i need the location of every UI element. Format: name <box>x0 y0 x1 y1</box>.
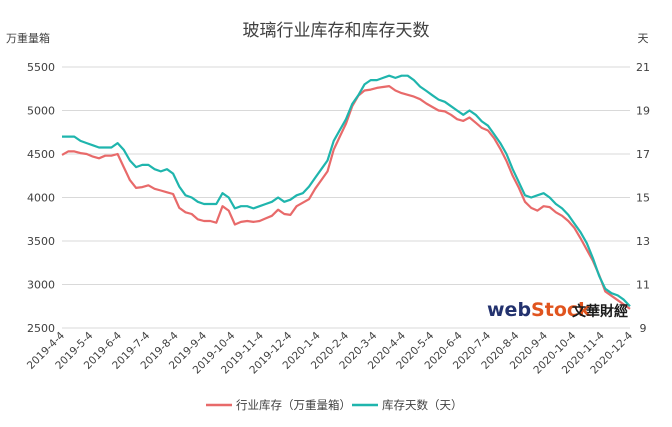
left-axis-ticks: 2500 3000 3500 4000 4500 5000 5500 <box>27 61 55 335</box>
left-tick-label: 4500 <box>27 148 55 161</box>
right-tick-label: 19 <box>636 105 650 118</box>
series-line-inventory <box>61 84 631 310</box>
watermark-stock: Stock <box>531 299 591 321</box>
x-axis-ticks: 2019-4-42019-5-42019-6-42019-7-42019-8-4… <box>25 329 635 376</box>
left-tick-label: 5000 <box>27 105 55 118</box>
gridlines <box>62 66 630 329</box>
left-tick-label: 5500 <box>27 61 55 74</box>
right-axis-unit: 天 <box>638 32 649 45</box>
legend-label-days: 库存天数（天） <box>382 398 463 412</box>
right-tick-label: 13 <box>636 235 650 248</box>
left-tick-label: 2500 <box>27 322 55 335</box>
watermark-web: web <box>487 299 531 321</box>
right-axis-ticks: 9 11 13 15 17 19 21 <box>636 61 650 335</box>
svg-text:webStock: webStock <box>487 299 591 321</box>
left-tick-label: 3500 <box>27 235 55 248</box>
legend: 行业库存（万重量箱） 库存天数（天） <box>206 398 463 412</box>
right-tick-label: 9 <box>640 322 647 335</box>
left-axis-unit: 万重量箱 <box>6 31 50 45</box>
left-tick-label: 4000 <box>27 192 55 205</box>
watermark-logo: webStock 文華財經 <box>487 299 628 321</box>
right-tick-label: 17 <box>636 148 650 161</box>
series-line-days <box>62 74 631 308</box>
watermark-chinese: 文華財經 <box>572 303 628 320</box>
left-tick-label: 3000 <box>27 279 55 292</box>
legend-label-inventory: 行业库存（万重量箱） <box>236 398 351 412</box>
right-tick-label: 15 <box>636 192 650 205</box>
right-tick-label: 11 <box>636 279 650 292</box>
chart-title: 玻璃行业库存和库存天数 <box>243 21 430 41</box>
right-tick-label: 21 <box>636 61 650 74</box>
